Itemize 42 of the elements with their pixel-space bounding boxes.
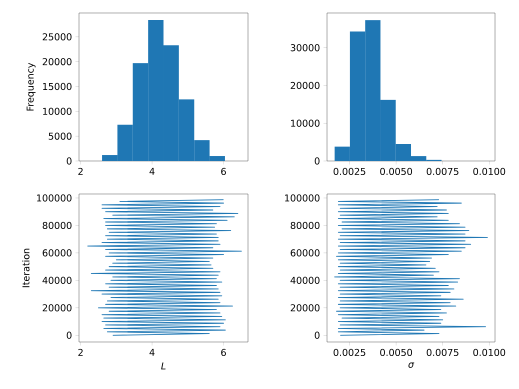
y-tick-label: 15000	[43, 82, 72, 90]
x-tick-label: 0.0075	[426, 168, 458, 176]
y-tick-label: 0	[66, 332, 72, 339]
y-tick-label: 20000	[42, 58, 72, 66]
y-tick-label: 100000	[37, 194, 72, 202]
line-series	[334, 199, 488, 336]
y-axis-title: Frequency	[26, 62, 36, 111]
y-tick-label: 10000	[43, 108, 72, 115]
y-tick-label: 25000	[42, 33, 72, 40]
y-tick-label: 40000	[290, 276, 320, 284]
y-axis-title: Iteration	[22, 248, 30, 288]
y-tick-label: 20000	[290, 82, 320, 90]
y-tick-label: 0	[314, 157, 320, 165]
y-tick-label: 0	[314, 332, 320, 339]
x-axis-title: L	[161, 362, 166, 370]
y-tick-label: 80000	[290, 222, 320, 230]
x-tick-label: 2	[78, 348, 83, 356]
x-tick-label: 4	[150, 348, 155, 356]
y-tick-label: 20000	[290, 304, 320, 312]
x-tick-label: 0.0100	[473, 168, 506, 176]
y-tick-label: 0	[66, 157, 72, 165]
y-tick-label: 5000	[48, 132, 72, 140]
x-tick-label: 0.0025	[334, 348, 366, 356]
y-tick-label: 80000	[42, 222, 72, 230]
y-tick-label: 30000	[290, 44, 320, 52]
y-tick-label: 100000	[285, 194, 320, 202]
y-tick-label: 20000	[42, 304, 72, 312]
x-tick-label: 2	[78, 168, 83, 175]
x-tick-label: 4	[150, 168, 155, 175]
x-tick-label: 6	[221, 168, 226, 176]
y-tick-label: 60000	[42, 249, 72, 256]
x-axis-title: σ	[408, 362, 414, 368]
x-tick-label: 0.0100	[473, 348, 506, 356]
y-tick-label: 60000	[290, 249, 320, 256]
x-tick-label: 0.0075	[426, 348, 458, 356]
y-tick-label: 10000	[291, 120, 320, 127]
y-tick-label: 40000	[42, 276, 72, 284]
x-tick-label: 0.0050	[380, 168, 412, 176]
x-tick-label: 6	[221, 348, 226, 356]
x-tick-label: 0.0025	[334, 168, 366, 176]
line-series	[87, 199, 242, 336]
x-tick-label: 0.0050	[380, 348, 412, 356]
